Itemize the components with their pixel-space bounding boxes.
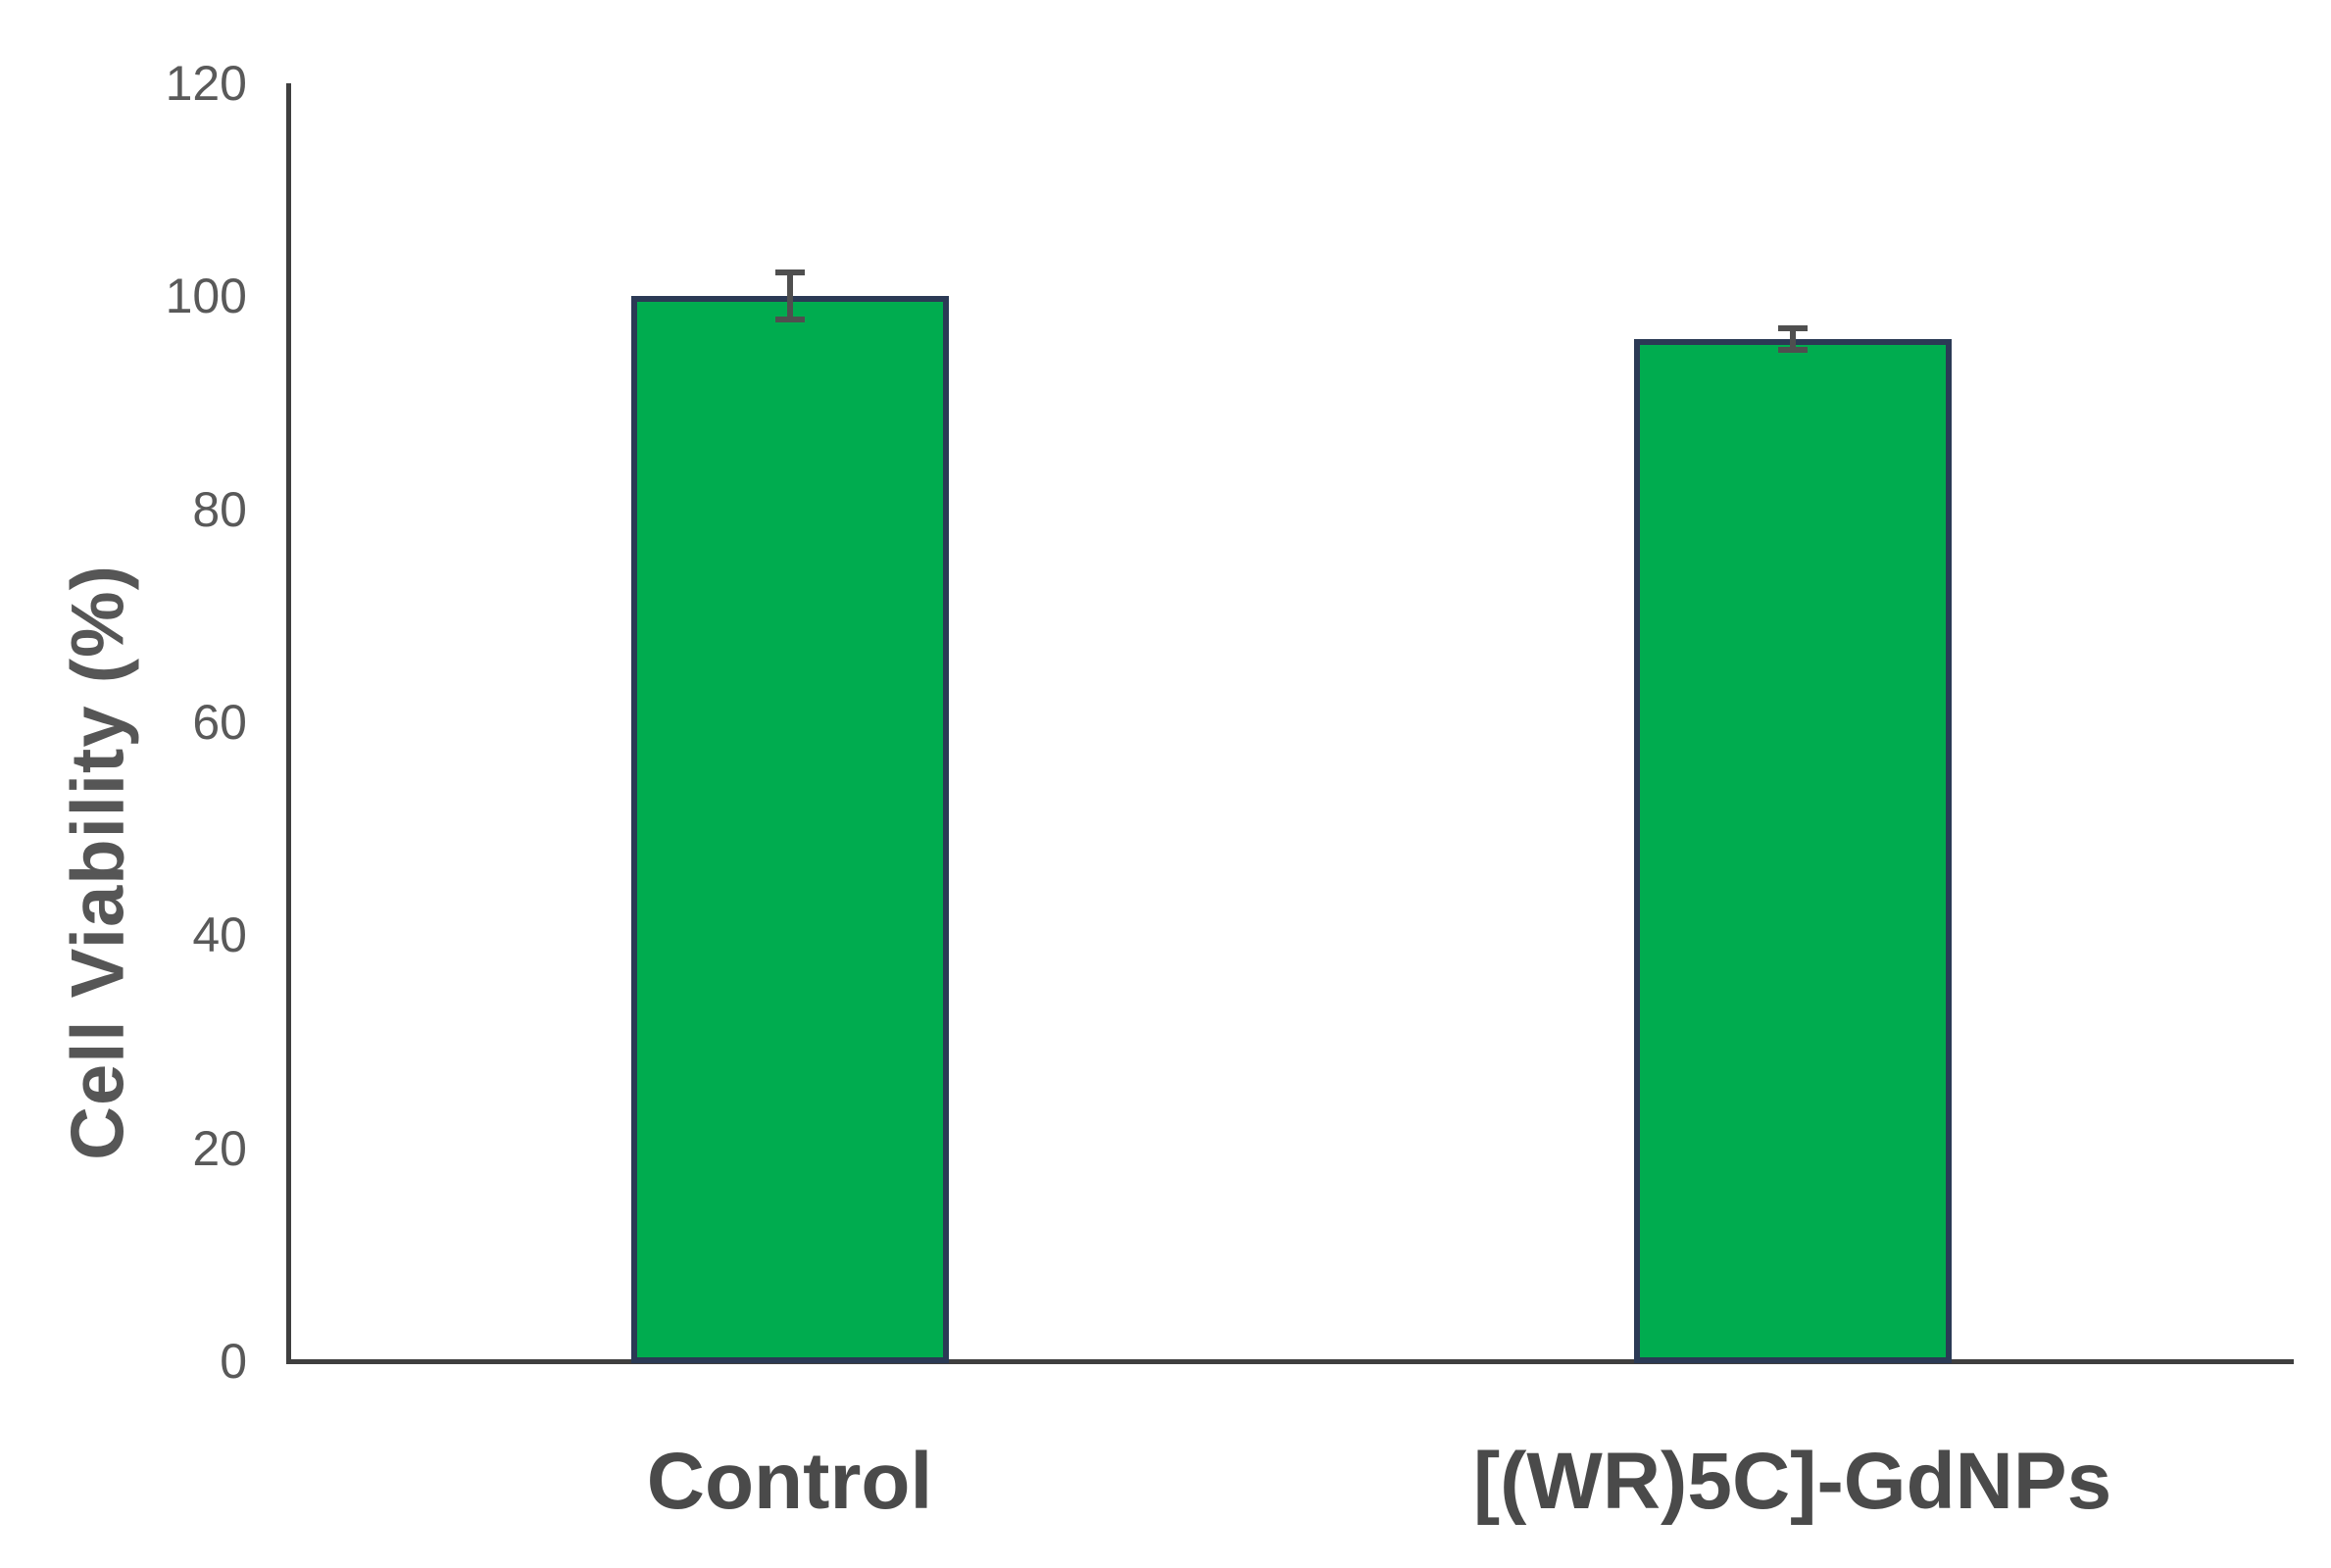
y-tick-label-120: 120 [165,56,247,111]
error-bar-line-1 [786,272,793,320]
y-tick-label-40: 40 [192,907,247,963]
error-bar-cap-1-bottom [774,317,805,323]
x-axis-line [286,1359,2294,1364]
y-tick-label-0: 0 [220,1334,247,1389]
error-bar-cap-1-top [774,270,805,276]
error-bar-cap-2-bottom [1777,346,1808,353]
x-category-label-2: [(WR)5C]-GdNPs [1472,1437,2112,1526]
y-axis-title: Cell Viability (%) [56,564,140,1160]
y-tick-label-60: 60 [192,695,247,750]
y-tick-label-80: 80 [192,481,247,537]
y-axis-line [286,83,291,1363]
bar-1 [630,296,949,1363]
x-category-label-1: Control [646,1437,933,1526]
bar-2 [1633,338,1952,1363]
y-tick-label-100: 100 [165,269,247,324]
y-tick-label-20: 20 [192,1120,247,1176]
error-bar-cap-2-top [1777,324,1808,331]
error-bar-line-2 [1789,327,1796,350]
